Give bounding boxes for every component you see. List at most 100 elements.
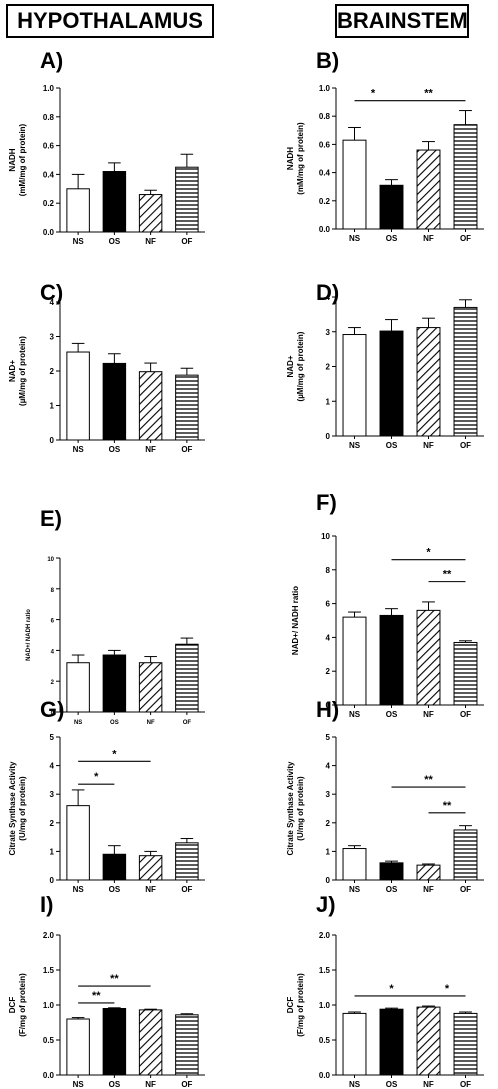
x-tick-label: OS: [386, 441, 398, 450]
bar-os: [379, 184, 404, 230]
y-tick-label: 6: [51, 619, 55, 625]
y-tick-label: 0.8: [319, 112, 331, 121]
x-tick-label: OS: [386, 885, 398, 894]
x-tick-label: OS: [109, 1080, 121, 1089]
y-tick-label: 0.2: [43, 199, 55, 208]
bar-os: [102, 1008, 127, 1076]
bar-ns: [66, 351, 90, 441]
y-tick-label: 2: [326, 667, 331, 676]
y-axis-title: NAD+: [286, 355, 295, 377]
bar-os: [102, 171, 127, 233]
bar-ns: [66, 805, 90, 881]
x-tick-label: OS: [109, 237, 121, 246]
brainstem-header: BRAINSTEM: [335, 4, 469, 38]
y-axis-title: NAD+: [8, 360, 17, 382]
y-tick-label: 3: [50, 790, 55, 799]
y-tick-label: 4: [326, 293, 331, 302]
x-tick-label: OS: [386, 1080, 398, 1089]
x-tick-label: NF: [423, 441, 434, 450]
panel-label: D): [316, 280, 339, 305]
y-axis-title: (F/mg of protein): [296, 973, 305, 1037]
chart-panel-i: I) 0.0 0.5 1.0 1.5 2.0 DCF (F/mg of protein) NS O…: [8, 892, 205, 1089]
bar-nf: [138, 371, 163, 441]
significance-label: *: [371, 88, 376, 100]
y-tick-label: 5: [50, 733, 55, 742]
y-tick-label: 0.0: [319, 1071, 331, 1080]
x-tick-label: OF: [181, 445, 192, 454]
bar-of: [175, 842, 199, 881]
y-tick-label: 0.4: [319, 169, 331, 178]
x-tick-label: NF: [145, 237, 156, 246]
x-tick-label: OS: [109, 445, 121, 454]
panel-label: H): [316, 697, 339, 722]
significance-label: *: [94, 771, 99, 783]
x-tick-label: OF: [181, 1080, 192, 1089]
chart-panel-a: A) 0.0 0.2 0.4 0.6 0.8 1.0 NADH (mM/mg of protei…: [8, 48, 205, 246]
bar-os: [102, 654, 127, 713]
x-tick-label: NS: [349, 441, 361, 450]
bar-os: [379, 614, 404, 706]
x-tick-label: NF: [423, 234, 434, 243]
y-tick-label: 2.0: [43, 931, 55, 940]
y-tick-label: 4: [51, 649, 55, 655]
x-tick-label: NS: [349, 234, 361, 243]
significance-label: *: [112, 748, 117, 760]
y-axis-title: (mM/mg of protein): [18, 123, 27, 196]
hypothalamus-header: HYPOTHALAMUS: [6, 4, 214, 38]
y-tick-label: 0.6: [319, 140, 331, 149]
y-tick-label: 2: [50, 819, 55, 828]
y-tick-label: 0.0: [319, 225, 331, 234]
x-tick-label: NF: [423, 710, 434, 719]
x-tick-label: NF: [145, 445, 156, 454]
y-tick-label: 2.0: [319, 931, 331, 940]
y-tick-label: 1: [50, 847, 55, 856]
significance-label: **: [443, 569, 452, 581]
y-tick-label: 0.5: [43, 1036, 55, 1045]
bar-nf: [416, 864, 441, 881]
y-tick-label: 2: [326, 363, 331, 372]
significance-label: *: [445, 983, 450, 995]
y-tick-label: 0: [50, 876, 55, 885]
bar-ns: [342, 334, 367, 437]
x-tick-label: NS: [73, 237, 85, 246]
x-tick-label: NF: [147, 720, 155, 726]
bar-of: [453, 124, 478, 230]
significance-label: **: [443, 800, 452, 812]
y-tick-label: 2: [50, 367, 55, 376]
x-tick-label: NS: [349, 710, 361, 719]
y-axis-title: (mM/mg of protein): [296, 122, 305, 195]
significance-label: *: [426, 547, 431, 559]
y-tick-label: 10: [321, 532, 330, 541]
y-tick-label: 0: [50, 436, 55, 445]
y-tick-label: 1.0: [319, 84, 331, 93]
y-tick-label: 3: [326, 790, 331, 799]
y-tick-label: 4: [50, 298, 55, 307]
y-tick-label: 0.8: [43, 113, 55, 122]
bar-nf: [138, 194, 163, 233]
bar-nf: [416, 609, 441, 706]
significance-label: **: [110, 973, 119, 985]
y-tick-label: 0.0: [43, 1071, 55, 1080]
x-tick-label: OF: [460, 710, 471, 719]
significance-label: **: [424, 774, 433, 786]
y-axis-title: (U/mg of protein): [18, 776, 27, 841]
bar-os: [102, 853, 127, 881]
y-tick-label: 1.0: [43, 84, 55, 93]
bar-os: [102, 362, 127, 441]
bar-ns: [342, 139, 367, 230]
panel-label: C): [40, 280, 63, 305]
y-tick-label: 0: [326, 701, 331, 710]
y-tick-label: 2: [326, 819, 331, 828]
y-axis-title: NADH: [286, 147, 295, 170]
bar-of: [175, 1014, 199, 1076]
significance-label: *: [389, 983, 394, 995]
bar-ns: [66, 1018, 90, 1076]
panel-label: A): [40, 48, 63, 73]
y-tick-label: 1: [326, 397, 331, 406]
chart-panel-d: D) 0 1 2 3 4 NAD+ (µM/mg of protein) NS OS NF OF: [286, 280, 484, 450]
chart-panel-b: B) 0.0 0.2 0.4 0.6 0.8 1.0 NADH (mM/mg of protei…: [286, 48, 484, 243]
y-axis-title: DCF: [8, 997, 17, 1014]
x-tick-label: OF: [460, 441, 471, 450]
